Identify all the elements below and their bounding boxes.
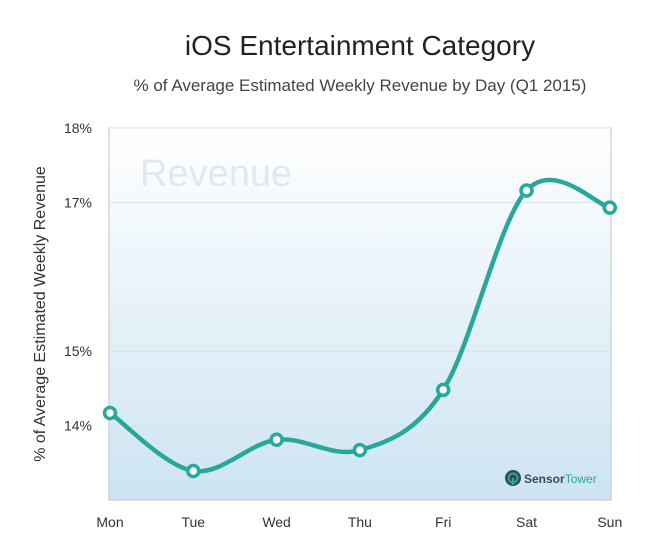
sensortower-brand: SensorTower (505, 470, 597, 486)
x-tick-label: Mon (96, 514, 123, 530)
data-point-fri (435, 382, 451, 398)
x-tick-label: Wed (262, 514, 291, 530)
x-tick-label: Sat (516, 514, 537, 530)
chart-title: iOS Entertainment Category (184, 30, 536, 61)
data-point-thu (352, 442, 368, 458)
x-tick-label: Fri (435, 514, 451, 530)
y-tick-label: 14% (64, 418, 92, 434)
x-tick-label: Tue (181, 514, 205, 530)
sensortower-name-sensor: Sensor (524, 472, 565, 486)
sensortower-wordmark: SensorTower (524, 472, 597, 486)
chart-watermark: Revenue (140, 153, 292, 195)
x-tick-label: Sun (597, 514, 622, 530)
y-tick-label: 15% (64, 343, 92, 359)
data-point-wed (269, 432, 284, 447)
chart-subtitle: % of Average Estimated Weekly Revenue by… (133, 76, 587, 95)
sensortower-name-tower: Tower (565, 472, 597, 486)
y-axis-label: % of Average Estimated Weekly Revenue (32, 166, 49, 462)
y-tick-label: 17% (64, 194, 92, 210)
data-point-mon (102, 405, 118, 421)
sensortower-logo-icon (505, 470, 521, 486)
y-tick-label: 18% (64, 120, 92, 136)
data-point-sat (519, 183, 534, 198)
data-point-tue (186, 463, 201, 479)
data-point-sun (602, 200, 618, 215)
x-tick-label: Thu (348, 514, 372, 530)
